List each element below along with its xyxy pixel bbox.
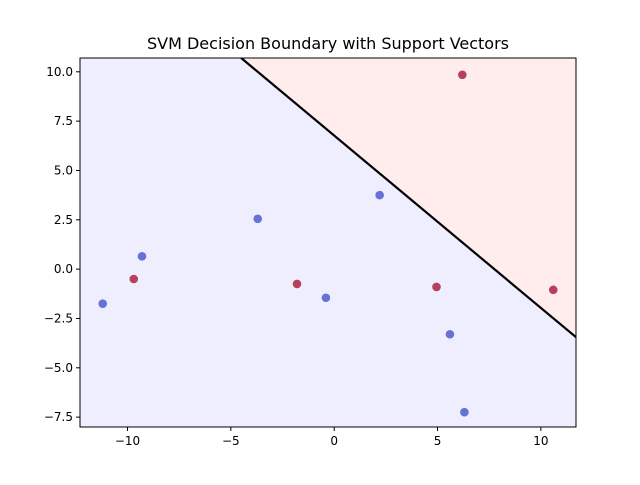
y-tick-label: 5.0 <box>54 163 73 177</box>
point-blue-7 <box>460 407 469 417</box>
point-red-3 <box>292 279 302 289</box>
y-tick-label: −7.5 <box>44 410 73 424</box>
axes-frame <box>79 57 577 428</box>
x-tick-label: 0 <box>330 434 338 448</box>
chart-title: SVM Decision Boundary with Support Vecto… <box>147 34 509 53</box>
point-blue-3 <box>137 252 147 261</box>
y-tick-label: −2.5 <box>44 311 73 325</box>
point-red-2 <box>129 274 139 284</box>
decision-boundary-line <box>240 58 576 339</box>
region-class-red <box>241 58 576 338</box>
y-tick-label: −5.0 <box>44 361 73 375</box>
point-blue-5 <box>321 293 331 303</box>
y-tick-label: 2.5 <box>54 213 73 227</box>
y-tick-label: 7.5 <box>54 114 73 128</box>
point-red-4 <box>432 282 441 292</box>
x-tick-label: −5 <box>222 434 240 448</box>
point-blue-4 <box>98 299 108 308</box>
point-blue-2 <box>253 214 263 224</box>
point-blue-1 <box>375 190 384 200</box>
x-tick-label: −10 <box>115 434 140 448</box>
y-tick-label: 0.0 <box>54 262 73 276</box>
x-tick-label: 10 <box>533 434 548 448</box>
point-red-5 <box>548 285 558 295</box>
point-red-1 <box>458 70 467 80</box>
axes: −10 −5 0 5 10 −7.5 −5.0 −2.5 0.0 2.5 5.0 7.5 10.0 <box>44 57 577 448</box>
point-blue-6 <box>445 329 455 339</box>
x-tick-label: 5 <box>434 434 442 448</box>
y-tick-label: 10.0 <box>46 65 73 79</box>
plot-area <box>80 58 576 427</box>
